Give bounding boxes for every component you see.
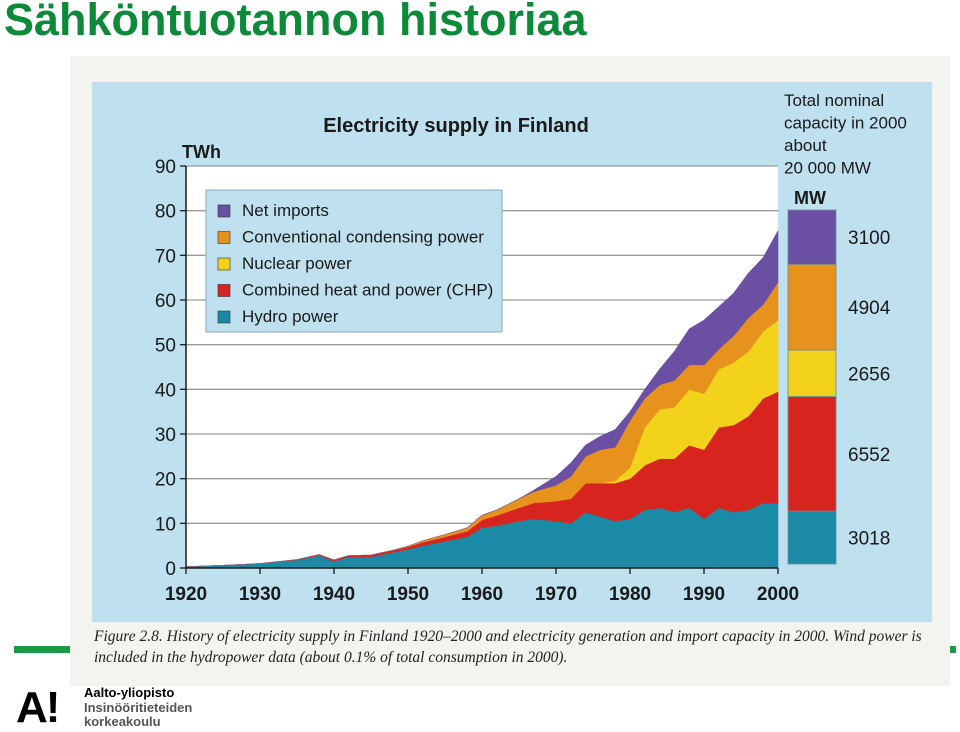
x-tick-label-1960: 1960	[461, 584, 503, 605]
area-imports	[185, 230, 779, 567]
y-tick-label-60: 60	[155, 291, 176, 312]
capacity-note-line-2: capacity in 2000	[784, 114, 907, 133]
legend-label-condensing: Conventional condensing power	[242, 228, 484, 247]
legend-label-hydro: Hydro power	[242, 307, 339, 326]
axes: 0 10 20 30 40 50 60 70 80 90 1920 1930 1940 1950 1960 1…	[155, 157, 799, 605]
x-tick-label-1980: 1980	[609, 584, 651, 605]
slide-title: Sähköntuotannon historiaa	[4, 0, 587, 45]
legend-label-nuclear: Nuclear power	[242, 254, 352, 273]
capacity-note-line-3: about	[784, 136, 827, 155]
capacity-value-imports: 3100	[848, 228, 890, 249]
logo-line-school-1: Insinööritieteiden	[84, 699, 193, 715]
legend-label-chp: Combined heat and power (CHP)	[242, 281, 493, 300]
logo-mark: A!	[16, 683, 60, 732]
x-tick-label-1950: 1950	[387, 584, 429, 605]
legend-swatch-condensing	[217, 231, 231, 244]
capacity-unit: MW	[794, 188, 826, 208]
legend: Net imports Conventional condensing power…	[205, 189, 503, 333]
y-tick-label-40: 40	[155, 380, 176, 401]
x-tick-label-1930: 1930	[239, 584, 281, 605]
logo-text: Aalto-yliopisto Insinööritieteiden korke…	[84, 685, 193, 730]
y-tick-label-0: 0	[165, 559, 176, 580]
divider-line-left	[14, 646, 72, 653]
capacity-value-condensing: 4904	[848, 298, 891, 319]
y-tick-label-80: 80	[155, 202, 176, 223]
y-tick-label-50: 50	[155, 336, 176, 357]
capacity-bar-hydro	[787, 510, 837, 565]
stacked-areas	[185, 230, 779, 569]
capacity-bar-condensing	[787, 263, 837, 351]
figure: 0 10 20 30 40 50 60 70 80 90 1920 1930 1940 1950 1960 1…	[70, 56, 950, 686]
y-tick-label-10: 10	[155, 514, 176, 535]
y-tick-label-30: 30	[155, 425, 176, 446]
y-tick-label-70: 70	[155, 246, 176, 267]
electricity-supply-chart: 0 10 20 30 40 50 60 70 80 90 1920 1930 1940 1950 1960 1…	[92, 82, 932, 622]
logo-line-university: Aalto-yliopisto	[84, 685, 175, 700]
legend-swatch-chp	[217, 284, 231, 297]
chart-title: Electricity supply in Finland	[323, 115, 589, 137]
capacity-bar-nuclear	[787, 349, 837, 397]
capacity-value-hydro: 3018	[848, 529, 890, 550]
y-axis-unit: TWh	[182, 142, 221, 162]
legend-swatch-hydro	[217, 310, 231, 324]
legend-swatch-imports	[217, 204, 231, 218]
capacity-value-chp: 6552	[848, 445, 890, 466]
logo-line-school-2: korkeakoulu	[84, 714, 161, 729]
x-tick-label-1940: 1940	[313, 584, 355, 605]
x-tick-label-1920: 1920	[165, 584, 207, 605]
capacity-panel: Total nominal capacity in 2000 about 20 000…	[784, 91, 907, 565]
capacity-bar-imports	[787, 209, 837, 265]
capacity-value-nuclear: 2656	[848, 364, 890, 385]
figure-caption: Figure 2.8. History of electricity suppl…	[94, 628, 922, 666]
capacity-note-line-4: 20 000 MW	[784, 159, 871, 178]
x-tick-label-1970: 1970	[535, 584, 577, 605]
legend-box	[205, 189, 503, 333]
y-tick-label-90: 90	[155, 157, 176, 178]
legend-swatch-nuclear	[217, 257, 231, 271]
legend-label-imports: Net imports	[242, 201, 329, 220]
divider-line-right	[946, 646, 956, 653]
x-tick-label-2000: 2000	[757, 584, 799, 605]
aalto-logo: A! Aalto-yliopisto Insinööritieteiden ko…	[12, 683, 242, 732]
capacity-note-line-1: Total nominal	[784, 91, 884, 110]
y-tick-label-20: 20	[155, 470, 176, 491]
x-tick-label-1990: 1990	[683, 584, 725, 605]
capacity-bar-chp	[787, 396, 837, 512]
